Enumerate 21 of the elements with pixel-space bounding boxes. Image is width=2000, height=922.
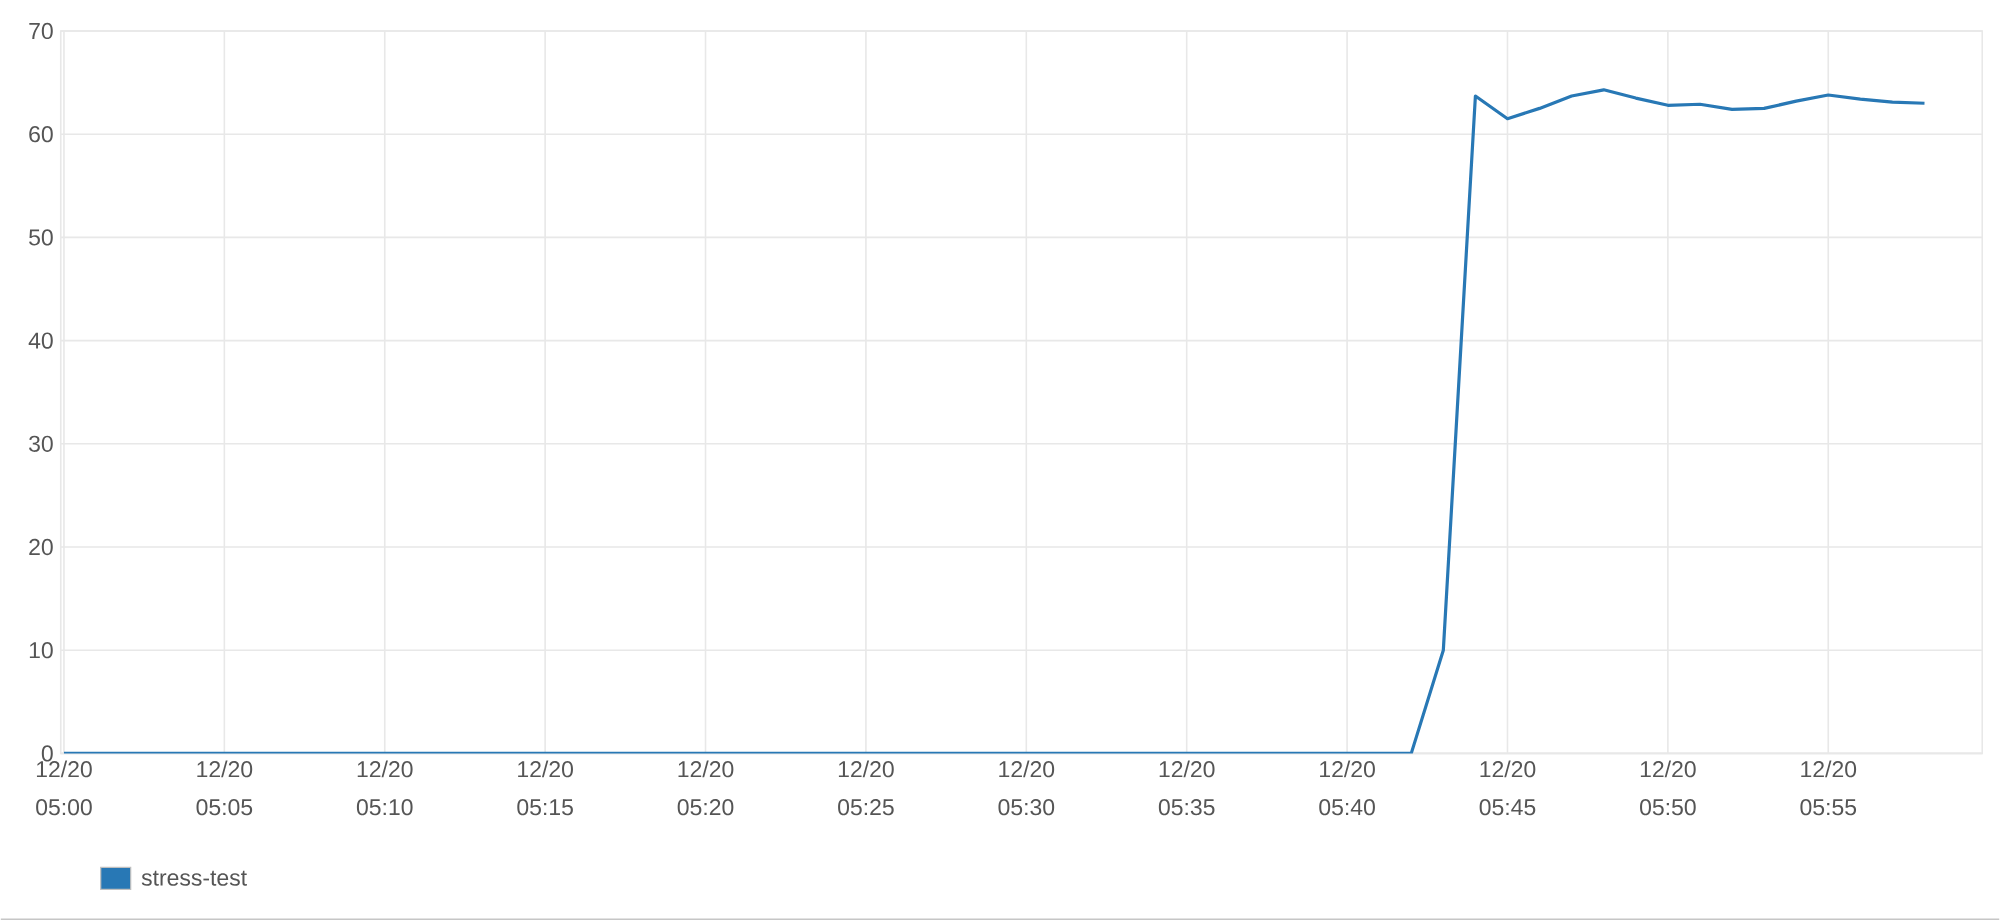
x-tick-label: 12/20 05:20 [677,760,734,816]
y-tick-label: 60 [29,125,53,143]
x-tick-label: 12/20 05:40 [1319,760,1375,816]
y-tick-label: 70 [29,22,53,39]
y-tick-label: 20 [29,538,53,555]
x-tick-label: 12/20 05:05 [196,760,253,816]
legend-label: stress-test [141,870,247,886]
x-tick-label: 12/20 05:50 [1640,760,1696,816]
x-tick-label: 12/20 05:10 [356,760,413,816]
x-tick-label: 12/20 05:45 [1479,760,1536,816]
x-tick-label: 12/20 05:15 [517,760,573,816]
y-tick-label: 40 [28,332,53,349]
x-tick-label: 12/20 05:35 [1158,760,1215,816]
y-tick-label: 30 [29,435,53,452]
y-tick-label: 0 [41,745,53,762]
x-tick-label: 12/20 05:25 [838,760,894,816]
x-tick-label: 12/20 05:55 [1800,760,1857,816]
x-tick-label: 12/20 05:30 [998,760,1055,816]
y-tick-label: 10 [29,641,53,659]
x-tick-label: 12/20 05:00 [36,760,92,816]
y-tick-label: 50 [29,229,53,246]
